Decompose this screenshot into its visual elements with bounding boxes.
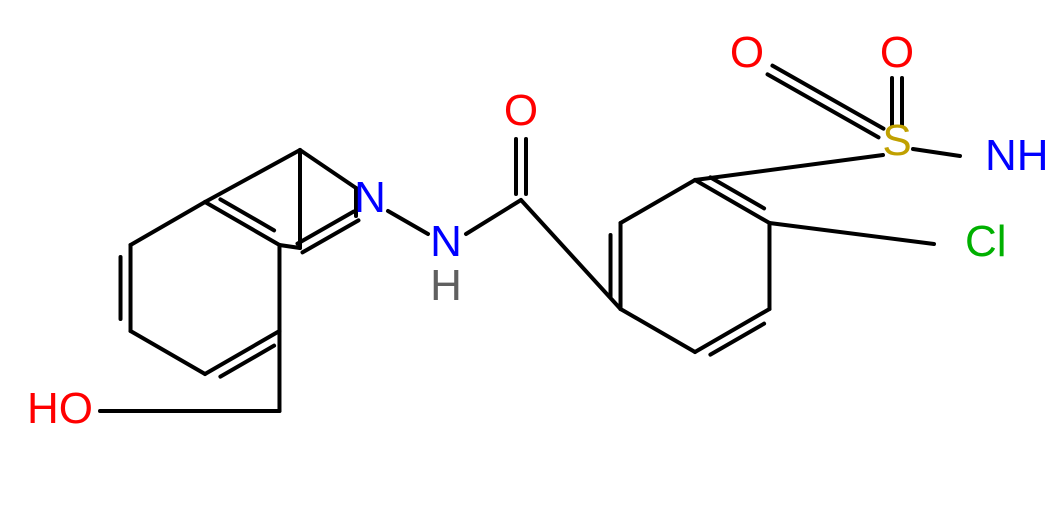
bond-line [300,150,356,188]
atom-label: Cl [965,217,1007,266]
bond-line [695,309,769,352]
atom-label: S [882,116,911,165]
bond-line [772,66,883,129]
atom-label: N [430,217,462,266]
bond-line [913,149,960,156]
atom-label: O [880,28,914,77]
atom-label: O [730,28,764,77]
bond-line [695,180,769,223]
bond-line [769,223,934,244]
bond-line [131,202,205,245]
atom-label: NH2 [985,131,1049,185]
bond-line [621,180,695,223]
atom-label: N [354,173,386,222]
bond-line [521,200,621,309]
atom-label: HO [27,384,93,433]
atom-label: H [430,261,462,310]
bond-line [205,150,300,202]
atom-label: O [504,86,538,135]
bond-line [466,200,521,234]
bond-line [695,155,883,180]
bond-line [131,331,205,374]
bond-line [621,309,695,352]
bond-line [205,202,279,245]
bond-line [388,211,428,234]
bond-line [205,331,279,374]
bond-line [768,74,879,137]
